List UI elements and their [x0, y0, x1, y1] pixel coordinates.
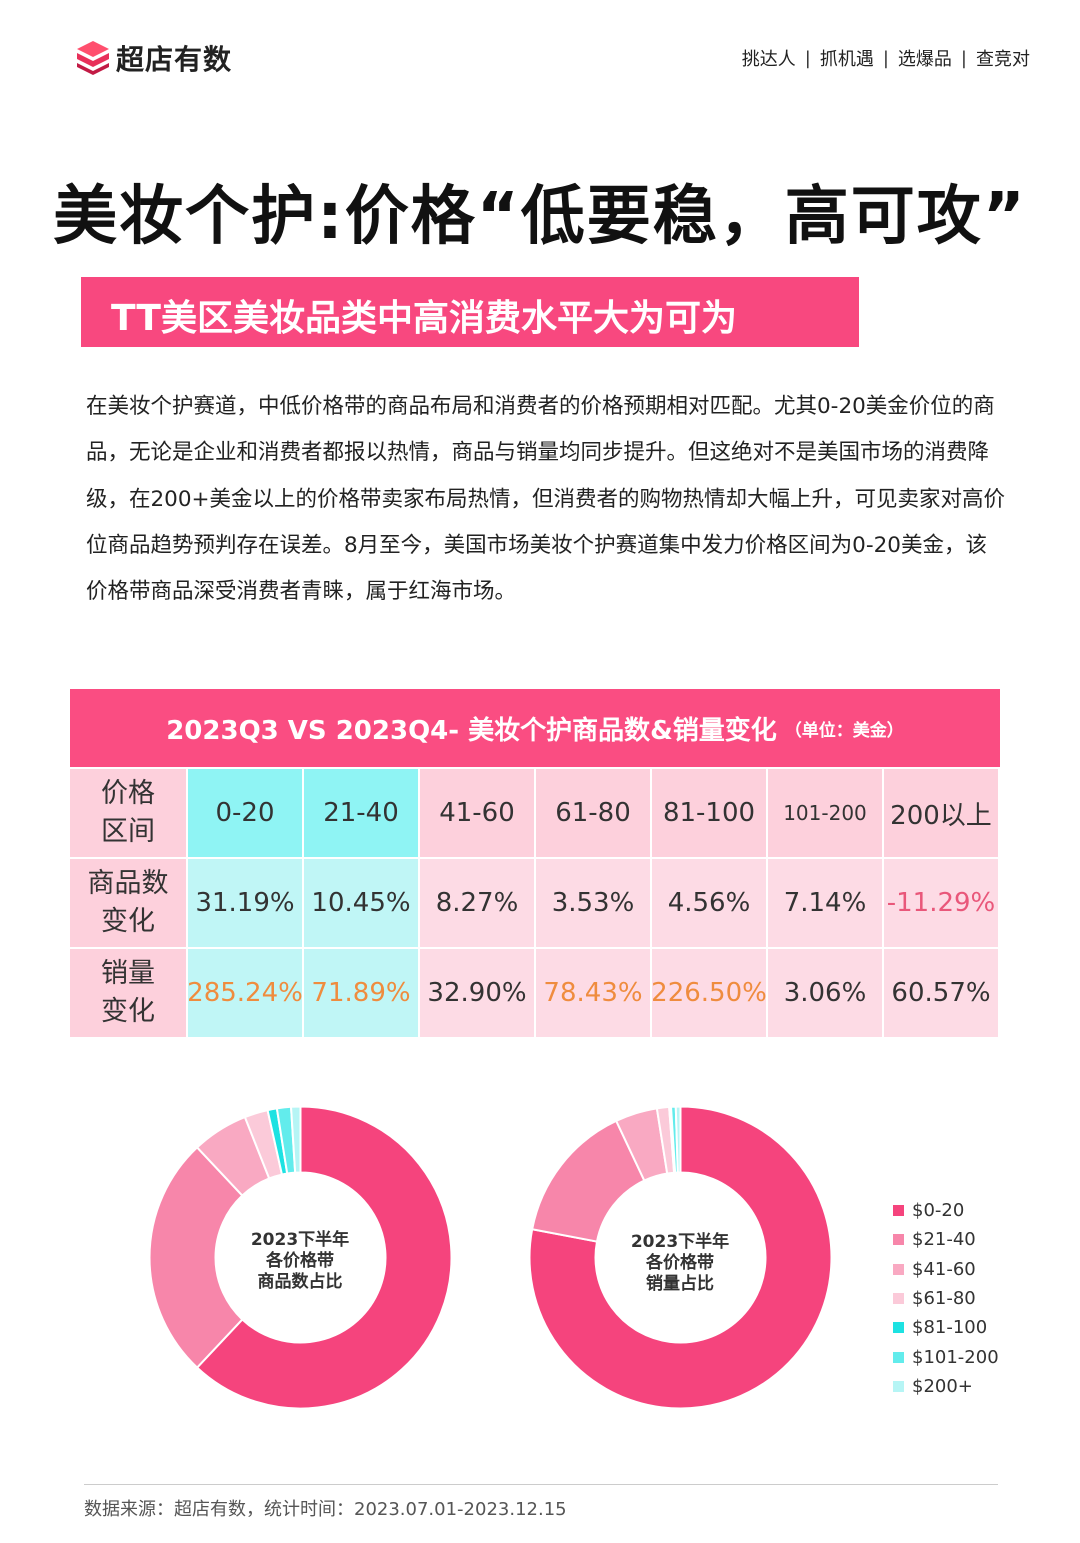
- donut-products-svg: [148, 1105, 453, 1410]
- legend-label: $81-100: [912, 1317, 988, 1339]
- price-range-cell: 200以上: [882, 769, 998, 857]
- legend-label: $101-200: [912, 1346, 999, 1368]
- legend-swatch: [893, 1322, 904, 1334]
- footer-divider: [84, 1484, 998, 1485]
- sales-cell: 71.89%: [302, 949, 418, 1037]
- price-change-table: 2023Q3 VS 2023Q4- 美妆个护商品数&销量变化 （单位：美金） 价…: [70, 689, 1000, 1037]
- price-range-cell: 0-20: [186, 769, 302, 857]
- donut-sales-svg: [528, 1105, 833, 1410]
- product-count-cell: 31.19%: [186, 859, 302, 947]
- donut-label-line: 商品数占比: [257, 1272, 343, 1292]
- price-range-cell: 21-40: [302, 769, 418, 857]
- donut-label-line: 2023下半年: [630, 1232, 730, 1252]
- sales-cell: 32.90%: [418, 949, 534, 1037]
- legend-swatch: [893, 1293, 904, 1305]
- brand-logo-icon: [77, 41, 109, 75]
- subtitle-text: TT美区美妆品类中高消费水平大为可为: [111, 298, 737, 339]
- page-title: 美妆个护:价格“低要稳，高可攻”: [53, 180, 1027, 254]
- row-label: 销量变化: [70, 949, 186, 1037]
- price-range-cell: 61-80: [534, 769, 650, 857]
- legend-label: $21-40: [912, 1229, 976, 1251]
- donut-chart-sales: 2023下半年 各价格带 销量占比: [528, 1105, 833, 1414]
- table-row-product-count: 商品数变化 31.19% 10.45% 8.27% 3.53% 4.56% 7.…: [70, 857, 1000, 947]
- product-count-cell: 3.53%: [534, 859, 650, 947]
- row-label: 商品数变化: [70, 859, 186, 947]
- legend-label: $41-60: [912, 1258, 976, 1280]
- table-header: 2023Q3 VS 2023Q4- 美妆个护商品数&销量变化 （单位：美金）: [70, 689, 1000, 767]
- legend-item: $41-60: [893, 1255, 999, 1284]
- donut-label-line: 2023下半年: [250, 1230, 350, 1250]
- legend-swatch: [893, 1263, 904, 1275]
- legend-swatch: [893, 1205, 904, 1217]
- legend-item: $61-80: [893, 1284, 999, 1313]
- product-count-cell: 4.56%: [650, 859, 766, 947]
- sales-cell: 78.43%: [534, 949, 650, 1037]
- donut-products-label: 2023下半年 各价格带 商品数占比: [200, 1230, 400, 1293]
- nav-separator: |: [804, 47, 811, 69]
- chart-legend: $0-20 $21-40 $41-60 $61-80 $81-100 $101-200 $2…: [893, 1196, 999, 1401]
- price-range-cell: 101-200: [766, 769, 882, 857]
- donut-chart-products: 2023下半年 各价格带 商品数占比: [148, 1105, 453, 1414]
- sales-cell: 285.24%: [186, 949, 303, 1037]
- legend-item: $0-20: [893, 1196, 999, 1225]
- product-count-cell: 10.45%: [302, 859, 418, 947]
- legend-label: $200+: [912, 1375, 973, 1397]
- sales-cell: 60.57%: [882, 949, 998, 1037]
- legend-item: $101-200: [893, 1342, 999, 1371]
- sales-slice-200: [674, 1105, 682, 1174]
- table-row-sales: 销量变化 285.24% 71.89% 32.90% 78.43% 226.50…: [70, 947, 1000, 1037]
- legend-item: $200+: [893, 1372, 999, 1401]
- nav-separator: |: [882, 47, 889, 69]
- nav-item[interactable]: 抓机遇: [819, 49, 874, 70]
- legend-swatch: [893, 1234, 904, 1246]
- products-slice-21-40: [148, 1146, 244, 1369]
- donut-label-line: 各价格带: [266, 1251, 334, 1271]
- sales-slice-0-20: [528, 1105, 833, 1410]
- legend-item: $21-40: [893, 1225, 999, 1254]
- brand-name: 超店有数: [116, 43, 233, 76]
- donut-label-line: 销量占比: [646, 1274, 714, 1294]
- legend-label: $0-20: [912, 1200, 965, 1222]
- donut-label-line: 各价格带: [646, 1253, 714, 1273]
- product-count-cell: -11.29%: [882, 859, 998, 947]
- table-row-price-range: 价格区间 0-20 21-40 41-60 61-80 81-100 101-2…: [70, 767, 1000, 857]
- legend-swatch: [893, 1351, 904, 1363]
- product-count-cell: 8.27%: [418, 859, 534, 947]
- brand-logo[interactable]: 超店有数: [76, 38, 232, 78]
- top-nav: 挑达人 | 抓机遇 | 选爆品 | 查竞对: [742, 45, 1030, 71]
- nav-item[interactable]: 挑达人: [741, 49, 796, 70]
- products-slice-0-20: [195, 1105, 453, 1410]
- legend-label: $61-80: [912, 1288, 976, 1310]
- sales-cell: 3.06%: [766, 949, 882, 1037]
- donut-sales-label: 2023下半年 各价格带 销量占比: [580, 1232, 780, 1295]
- product-count-cell: 7.14%: [766, 859, 882, 947]
- price-range-cell: 81-100: [650, 769, 766, 857]
- footer-source: 数据来源：超店有数，统计时间：2023.07.01-2023.12.15: [84, 1499, 567, 1520]
- row-label: 价格区间: [70, 769, 186, 857]
- table-unit: （单位：美金）: [784, 720, 904, 741]
- sales-cell: 226.50%: [650, 949, 767, 1037]
- legend-swatch: [893, 1380, 904, 1392]
- nav-item[interactable]: 选爆品: [897, 49, 952, 70]
- nav-item[interactable]: 查竞对: [976, 49, 1030, 70]
- price-range-cell: 41-60: [418, 769, 534, 857]
- products-slice-200: [289, 1105, 302, 1174]
- nav-separator: |: [960, 47, 967, 69]
- subtitle-banner: TT美区美妆品类中高消费水平大为可为: [81, 277, 859, 347]
- table-title: 2023Q3 VS 2023Q4- 美妆个护商品数&销量变化: [166, 715, 777, 746]
- body-paragraph: 在美妆个护赛道，中低价格带的商品布局和消费者的价格预期相对匹配。尤其0-20美金…: [86, 394, 1006, 605]
- legend-item: $81-100: [893, 1313, 999, 1342]
